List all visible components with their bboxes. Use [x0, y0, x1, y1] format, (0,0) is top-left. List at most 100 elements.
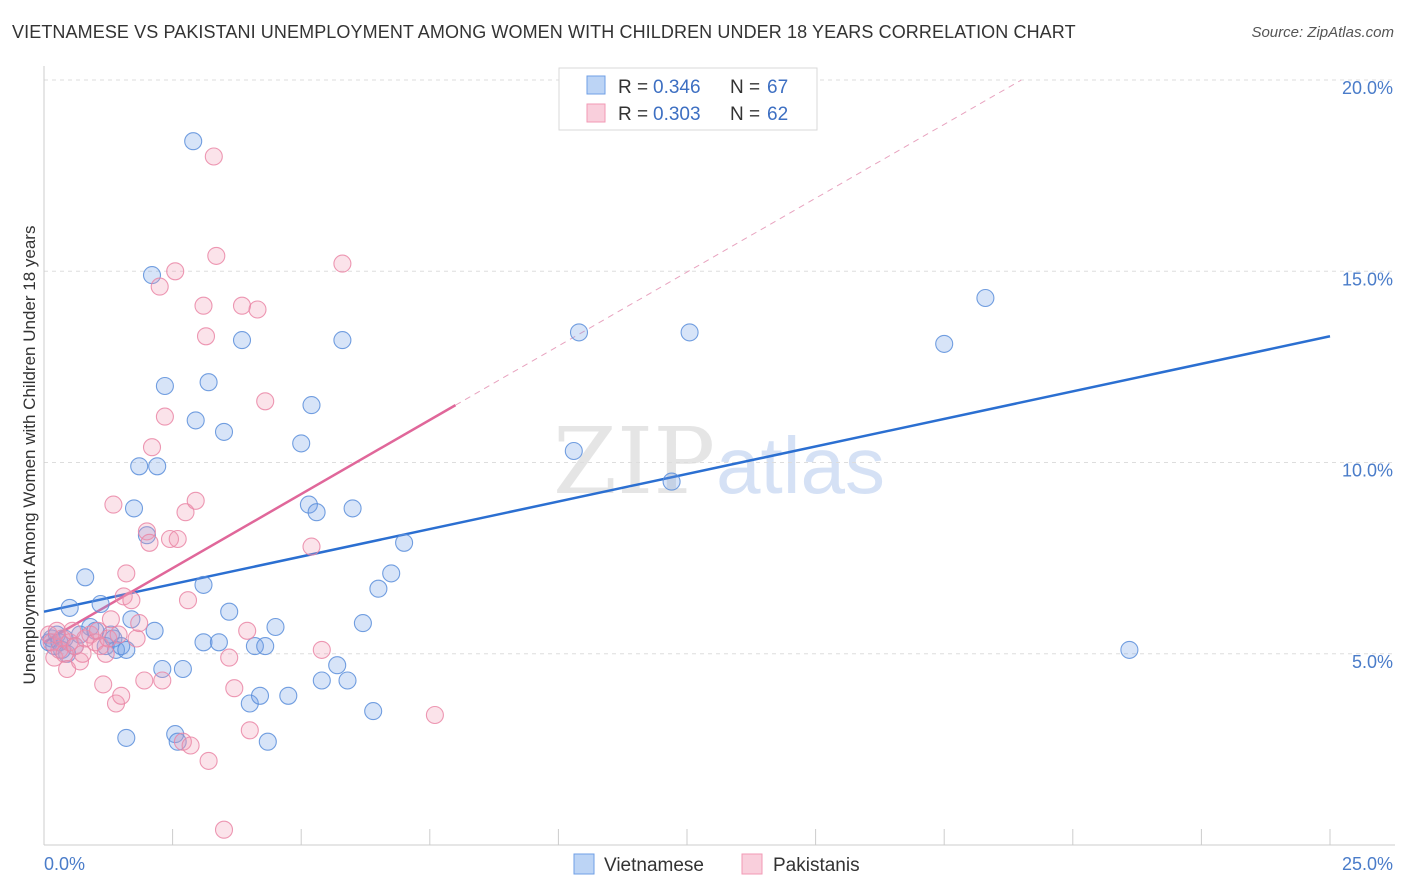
point-pakistanis-60 [312, 640, 331, 659]
point-pakistanis-48 [199, 751, 218, 770]
point-pakistanis-52 [220, 648, 239, 667]
y-tick-label-5: 5.0% [1352, 652, 1393, 672]
point-pakistanis-45 [186, 491, 205, 510]
point-pakistanis-19 [96, 644, 115, 663]
legend-swatch-vietnamese [586, 75, 606, 95]
point-pakistanis-51 [214, 820, 234, 839]
point-vietnamese-56 [333, 331, 352, 350]
legend-r-label-2: R = [618, 104, 648, 125]
point-vietnamese-67 [680, 323, 699, 342]
point-vietnamese-42 [232, 331, 252, 350]
point-vietnamese-46 [256, 637, 275, 656]
point-pakistanis-6 [55, 644, 74, 663]
point-pakistanis-36 [153, 671, 172, 690]
bottom-legend-swatch-pakistanis [741, 853, 763, 875]
point-pakistanis-28 [122, 591, 141, 610]
legend-swatch-pakistanis [586, 103, 606, 123]
point-vietnamese-65 [569, 323, 589, 342]
point-vietnamese-63 [395, 533, 414, 552]
legend-n-value-2: 62 [767, 104, 788, 125]
data-points [40, 132, 1139, 839]
point-vietnamese-62 [382, 564, 401, 583]
chart-title: VIETNAMESE VS PAKISTANI UNEMPLOYMENT AMO… [12, 22, 1076, 42]
point-pakistanis-40 [168, 529, 187, 549]
legend-n-label-1: N = [730, 77, 760, 98]
point-pakistanis-29 [127, 629, 146, 648]
point-vietnamese-39 [209, 633, 228, 652]
point-vietnamese-69 [976, 288, 995, 308]
watermark-zip: ZIP [553, 408, 715, 515]
bottom-legend-swatch-vietnamese [573, 853, 595, 875]
point-pakistanis-62 [425, 705, 444, 725]
point-pakistanis-46 [194, 296, 213, 315]
point-vietnamese-30 [155, 376, 174, 396]
point-vietnamese-14 [91, 594, 110, 614]
point-pakistanis-12 [73, 644, 92, 663]
y-axis-label: Unemployment Among Women with Children U… [20, 226, 39, 685]
point-vietnamese-34 [184, 132, 203, 151]
point-vietnamese-50 [292, 434, 311, 453]
bottom-legend: Vietnamese Pakistanis [573, 853, 860, 876]
point-vietnamese-38 [199, 373, 218, 392]
point-pakistanis-59 [302, 537, 321, 556]
point-pakistanis-58 [256, 392, 275, 411]
point-vietnamese-55 [328, 656, 347, 675]
trend-line-pakistanis [43, 404, 457, 644]
point-pakistanis-39 [166, 262, 185, 281]
point-vietnamese-47 [258, 732, 277, 751]
point-pakistanis-37 [155, 407, 174, 426]
point-vietnamese-60 [364, 702, 383, 721]
point-vietnamese-24 [130, 457, 149, 476]
point-vietnamese-37 [194, 633, 213, 652]
point-pakistanis-43 [178, 591, 198, 610]
point-pakistanis-24 [109, 625, 128, 644]
legend-r-label-1: R = [618, 77, 648, 98]
point-vietnamese-54 [312, 671, 331, 690]
point-pakistanis-22 [104, 495, 123, 514]
point-pakistanis-61 [333, 254, 352, 273]
point-pakistanis-57 [248, 300, 267, 319]
point-pakistanis-56 [240, 721, 259, 740]
point-vietnamese-66 [662, 472, 681, 491]
point-pakistanis-31 [135, 671, 154, 690]
point-vietnamese-27 [145, 621, 164, 640]
point-pakistanis-50 [207, 246, 226, 265]
point-pakistanis-34 [142, 438, 162, 457]
legend-r-value-2: 0.303 [653, 104, 701, 125]
chart-source: Source: ZipAtlas.com [1251, 24, 1394, 41]
point-pakistanis-18 [94, 675, 113, 694]
point-pakistanis-44 [181, 736, 200, 755]
trend-lines [43, 79, 1331, 644]
legend-r-value-1: 0.346 [653, 77, 701, 98]
point-vietnamese-40 [214, 422, 234, 441]
point-vietnamese-59 [353, 614, 372, 633]
point-vietnamese-33 [173, 659, 192, 679]
point-pakistanis-25 [112, 686, 131, 705]
point-vietnamese-41 [220, 602, 239, 621]
x-tick-label-start: 0.0% [44, 854, 85, 874]
y-tick-label-15: 15.0% [1342, 269, 1393, 289]
point-pakistanis-47 [196, 327, 216, 346]
x-tick-label-end: 25.0% [1342, 854, 1393, 874]
point-vietnamese-36 [194, 575, 213, 594]
tick-labels: 5.0% 10.0% 15.0% 20.0% 0.0% 25.0% [44, 78, 1393, 874]
point-vietnamese-21 [117, 728, 136, 747]
legend-n-value-1: 67 [767, 77, 788, 98]
point-vietnamese-8 [60, 598, 79, 617]
bottom-legend-label-pakistanis: Pakistanis [773, 855, 860, 876]
point-pakistanis-30 [130, 614, 149, 633]
point-pakistanis-53 [225, 679, 244, 698]
point-vietnamese-43 [240, 694, 259, 713]
point-pakistanis-16 [88, 621, 108, 640]
y-tick-label-20: 20.0% [1342, 78, 1393, 98]
point-pakistanis-32 [137, 522, 156, 541]
point-pakistanis-35 [150, 277, 169, 296]
point-vietnamese-64 [564, 441, 583, 461]
legend-n-label-2: N = [730, 104, 760, 125]
point-vietnamese-61 [369, 579, 388, 598]
point-pakistanis-49 [204, 147, 223, 166]
point-pakistanis-54 [232, 296, 252, 315]
point-vietnamese-53 [307, 503, 326, 522]
point-vietnamese-48 [266, 617, 285, 637]
